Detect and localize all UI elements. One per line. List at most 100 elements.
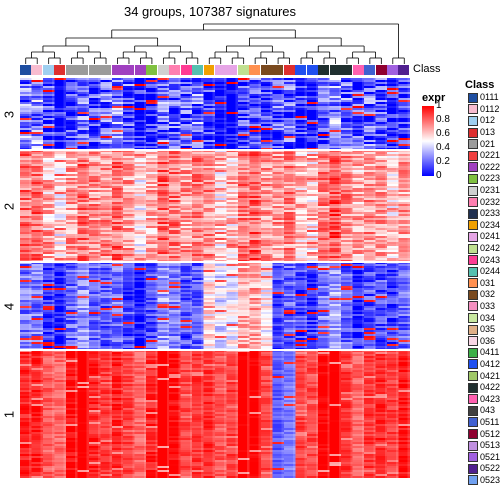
class-legend-label: 0234 [480, 221, 500, 230]
class-legend-swatch [468, 209, 478, 219]
class-legend-label: 021 [480, 140, 495, 149]
class-legend-item: 031 [468, 278, 502, 290]
class-annotation-cell [100, 65, 111, 75]
class-annotation-cell [272, 65, 283, 75]
row-separator [20, 349, 410, 351]
class-legend-label: 0222 [480, 163, 500, 172]
class-annotation-cell [341, 65, 352, 75]
class-legend-label: 0244 [480, 267, 500, 276]
class-legend-swatch [468, 186, 478, 196]
class-legend-swatch [468, 441, 478, 451]
class-legend-label: 033 [480, 302, 495, 311]
class-legend-swatch [468, 267, 478, 277]
class-legend-item: 0412 [468, 359, 502, 371]
class-legend-label: 013 [480, 128, 495, 137]
class-legend-swatch [468, 244, 478, 254]
class-legend-swatch [468, 278, 478, 288]
class-legend-label: 0511 [480, 418, 499, 427]
column-dendrogram [20, 22, 410, 64]
class-legend-title: Class [465, 79, 494, 91]
class-legend-label: 043 [480, 406, 495, 415]
class-legend-item: 0523 [468, 475, 502, 487]
class-legend-swatch [468, 336, 478, 346]
class-legend-swatch [468, 359, 478, 369]
expr-gradient-bar [422, 106, 434, 176]
class-legend-label: 0412 [480, 360, 500, 369]
class-legend: 0111011201201302102210222022302310232023… [468, 92, 502, 486]
row-group-label: 3 [2, 108, 17, 122]
row-group-label: 4 [2, 300, 17, 314]
class-annotation-cell [181, 65, 192, 75]
class-legend-swatch [468, 452, 478, 462]
class-annotation-cell [135, 65, 146, 75]
expr-tick: 0.8 [436, 115, 450, 125]
class-legend-label: 036 [480, 337, 495, 346]
class-legend-item: 0111 [468, 92, 502, 104]
class-annotation-cell [387, 65, 398, 75]
plot-title: 34 groups, 107387 signatures [0, 4, 420, 19]
class-legend-swatch [468, 104, 478, 114]
class-legend-item: 032 [468, 289, 502, 301]
class-legend-item: 013 [468, 127, 502, 139]
class-annotation-cell [169, 65, 180, 75]
class-annotation-cell [295, 65, 306, 75]
expr-colorbar-legend: expr 10.80.60.40.20 [422, 92, 470, 176]
class-legend-label: 0241 [480, 232, 500, 241]
class-annotation-cell [215, 65, 226, 75]
class-legend-label: 0111 [480, 93, 499, 102]
class-legend-swatch [468, 220, 478, 230]
expr-tick: 1 [436, 101, 442, 111]
class-legend-item: 036 [468, 335, 502, 347]
class-legend-item: 0511 [468, 417, 502, 429]
class-legend-swatch [468, 348, 478, 358]
class-legend-label: 0223 [480, 174, 500, 183]
class-legend-item: 0241 [468, 231, 502, 243]
class-legend-item: 0233 [468, 208, 502, 220]
class-legend-label: 0522 [480, 464, 500, 473]
class-legend-label: 0112 [480, 105, 499, 114]
class-legend-label: 0422 [480, 383, 500, 392]
class-legend-item: 0232 [468, 196, 502, 208]
row-group-label: 1 [2, 408, 17, 422]
class-legend-label: 0421 [480, 372, 500, 381]
expr-tick: 0.2 [436, 157, 450, 167]
class-legend-label: 0232 [480, 198, 500, 207]
class-annotation-cell [66, 65, 77, 75]
class-annotation-cell [31, 65, 42, 75]
class-legend-swatch [468, 174, 478, 184]
class-legend-swatch [468, 197, 478, 207]
class-legend-label: 034 [480, 314, 495, 323]
class-legend-item: 021 [468, 138, 502, 150]
class-legend-swatch [468, 313, 478, 323]
class-annotation-cell [330, 65, 341, 75]
expression-heatmap [20, 78, 410, 478]
class-legend-swatch [468, 255, 478, 265]
class-annotation-cell [54, 65, 65, 75]
class-legend-label: 0233 [480, 209, 500, 218]
class-legend-swatch [468, 429, 478, 439]
class-legend-swatch [468, 383, 478, 393]
class-legend-swatch [468, 162, 478, 172]
class-legend-label: 0242 [480, 244, 500, 253]
class-annotation-cell [307, 65, 318, 75]
row-group-label: 2 [2, 200, 17, 214]
expr-tick: 0.6 [436, 129, 450, 139]
class-legend-label: 032 [480, 290, 495, 299]
class-annotation-cell [43, 65, 54, 75]
class-annotation-cell [123, 65, 134, 75]
class-legend-item: 043 [468, 405, 502, 417]
class-legend-item: 0411 [468, 347, 502, 359]
class-annotation-cell [318, 65, 329, 75]
class-legend-label: 031 [480, 279, 495, 288]
class-legend-item: 035 [468, 324, 502, 336]
class-legend-item: 0513 [468, 440, 502, 452]
class-legend-item: 0242 [468, 243, 502, 255]
class-legend-item: 0512 [468, 428, 502, 440]
class-legend-item: 0522 [468, 463, 502, 475]
class-legend-label: 0521 [480, 453, 500, 462]
class-legend-label: 0513 [480, 441, 500, 450]
class-legend-item: 0422 [468, 382, 502, 394]
class-annotation-cell [238, 65, 249, 75]
class-legend-item: 033 [468, 301, 502, 313]
class-legend-swatch [468, 116, 478, 126]
